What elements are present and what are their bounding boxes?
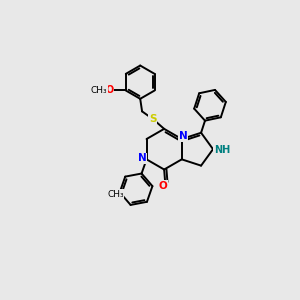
Text: CH₃: CH₃ [107,190,124,199]
Text: N: N [138,153,147,164]
Text: O: O [159,181,168,190]
Text: CH₃: CH₃ [91,85,107,94]
Text: O: O [106,85,114,95]
Text: S: S [149,114,157,124]
Text: NH: NH [214,145,230,155]
Text: N: N [178,131,187,141]
